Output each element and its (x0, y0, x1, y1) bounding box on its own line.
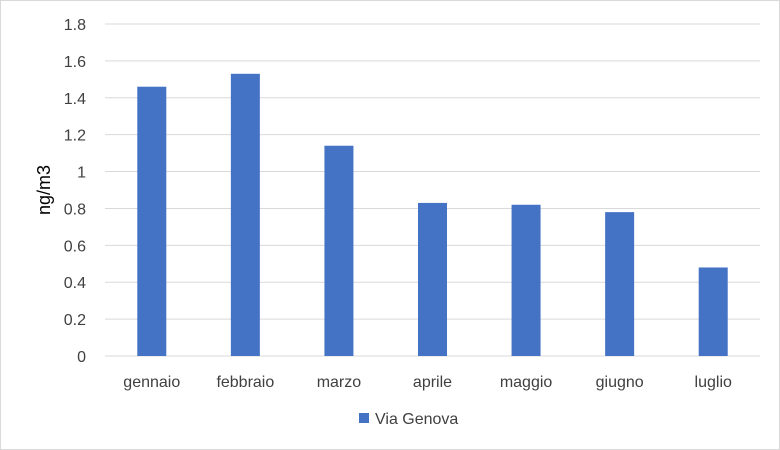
y-tick-label: 0.4 (64, 275, 86, 292)
x-tick-label: luglio (695, 374, 732, 391)
x-tick-label: giugno (596, 374, 644, 391)
bar-aprile (418, 202, 447, 356)
y-tick-label: 1.2 (64, 128, 86, 145)
y-tick-label: 1 (77, 165, 86, 182)
y-tick-label: 0 (77, 349, 86, 366)
bar-marzo (324, 145, 354, 356)
y-axis-ticks: 0 0.2 0.4 0.6 0.8 1 1.2 1.4 1.6 1.8 (64, 17, 86, 366)
bar-giugno (605, 212, 635, 356)
legend-label: Via Genova (375, 411, 458, 428)
x-tick-label: febbraio (216, 374, 274, 391)
y-tick-label: 0.6 (64, 238, 86, 255)
legend-swatch (359, 413, 369, 423)
x-axis-ticks: gennaio febbraio marzo aprile maggio giugno lu… (123, 374, 732, 391)
y-tick-label: 1.8 (64, 17, 86, 34)
bar-maggio (511, 204, 541, 356)
x-tick-label: marzo (317, 374, 362, 391)
bars (137, 73, 728, 357)
gridlines (105, 23, 760, 357)
x-tick-label: maggio (500, 374, 553, 391)
y-tick-label: 0.2 (64, 312, 86, 329)
bar-luglio (698, 267, 728, 356)
x-tick-label: gennaio (123, 374, 180, 391)
x-tick-label: aprile (413, 374, 452, 391)
bar-gennaio (137, 86, 167, 356)
legend: Via Genova (359, 411, 458, 428)
y-tick-label: 0.8 (64, 201, 86, 218)
y-tick-label: 1.4 (64, 91, 86, 108)
y-tick-label: 1.6 (64, 54, 86, 71)
bar-febbraio (230, 73, 260, 357)
y-axis-label: ng/m3 (34, 165, 54, 215)
